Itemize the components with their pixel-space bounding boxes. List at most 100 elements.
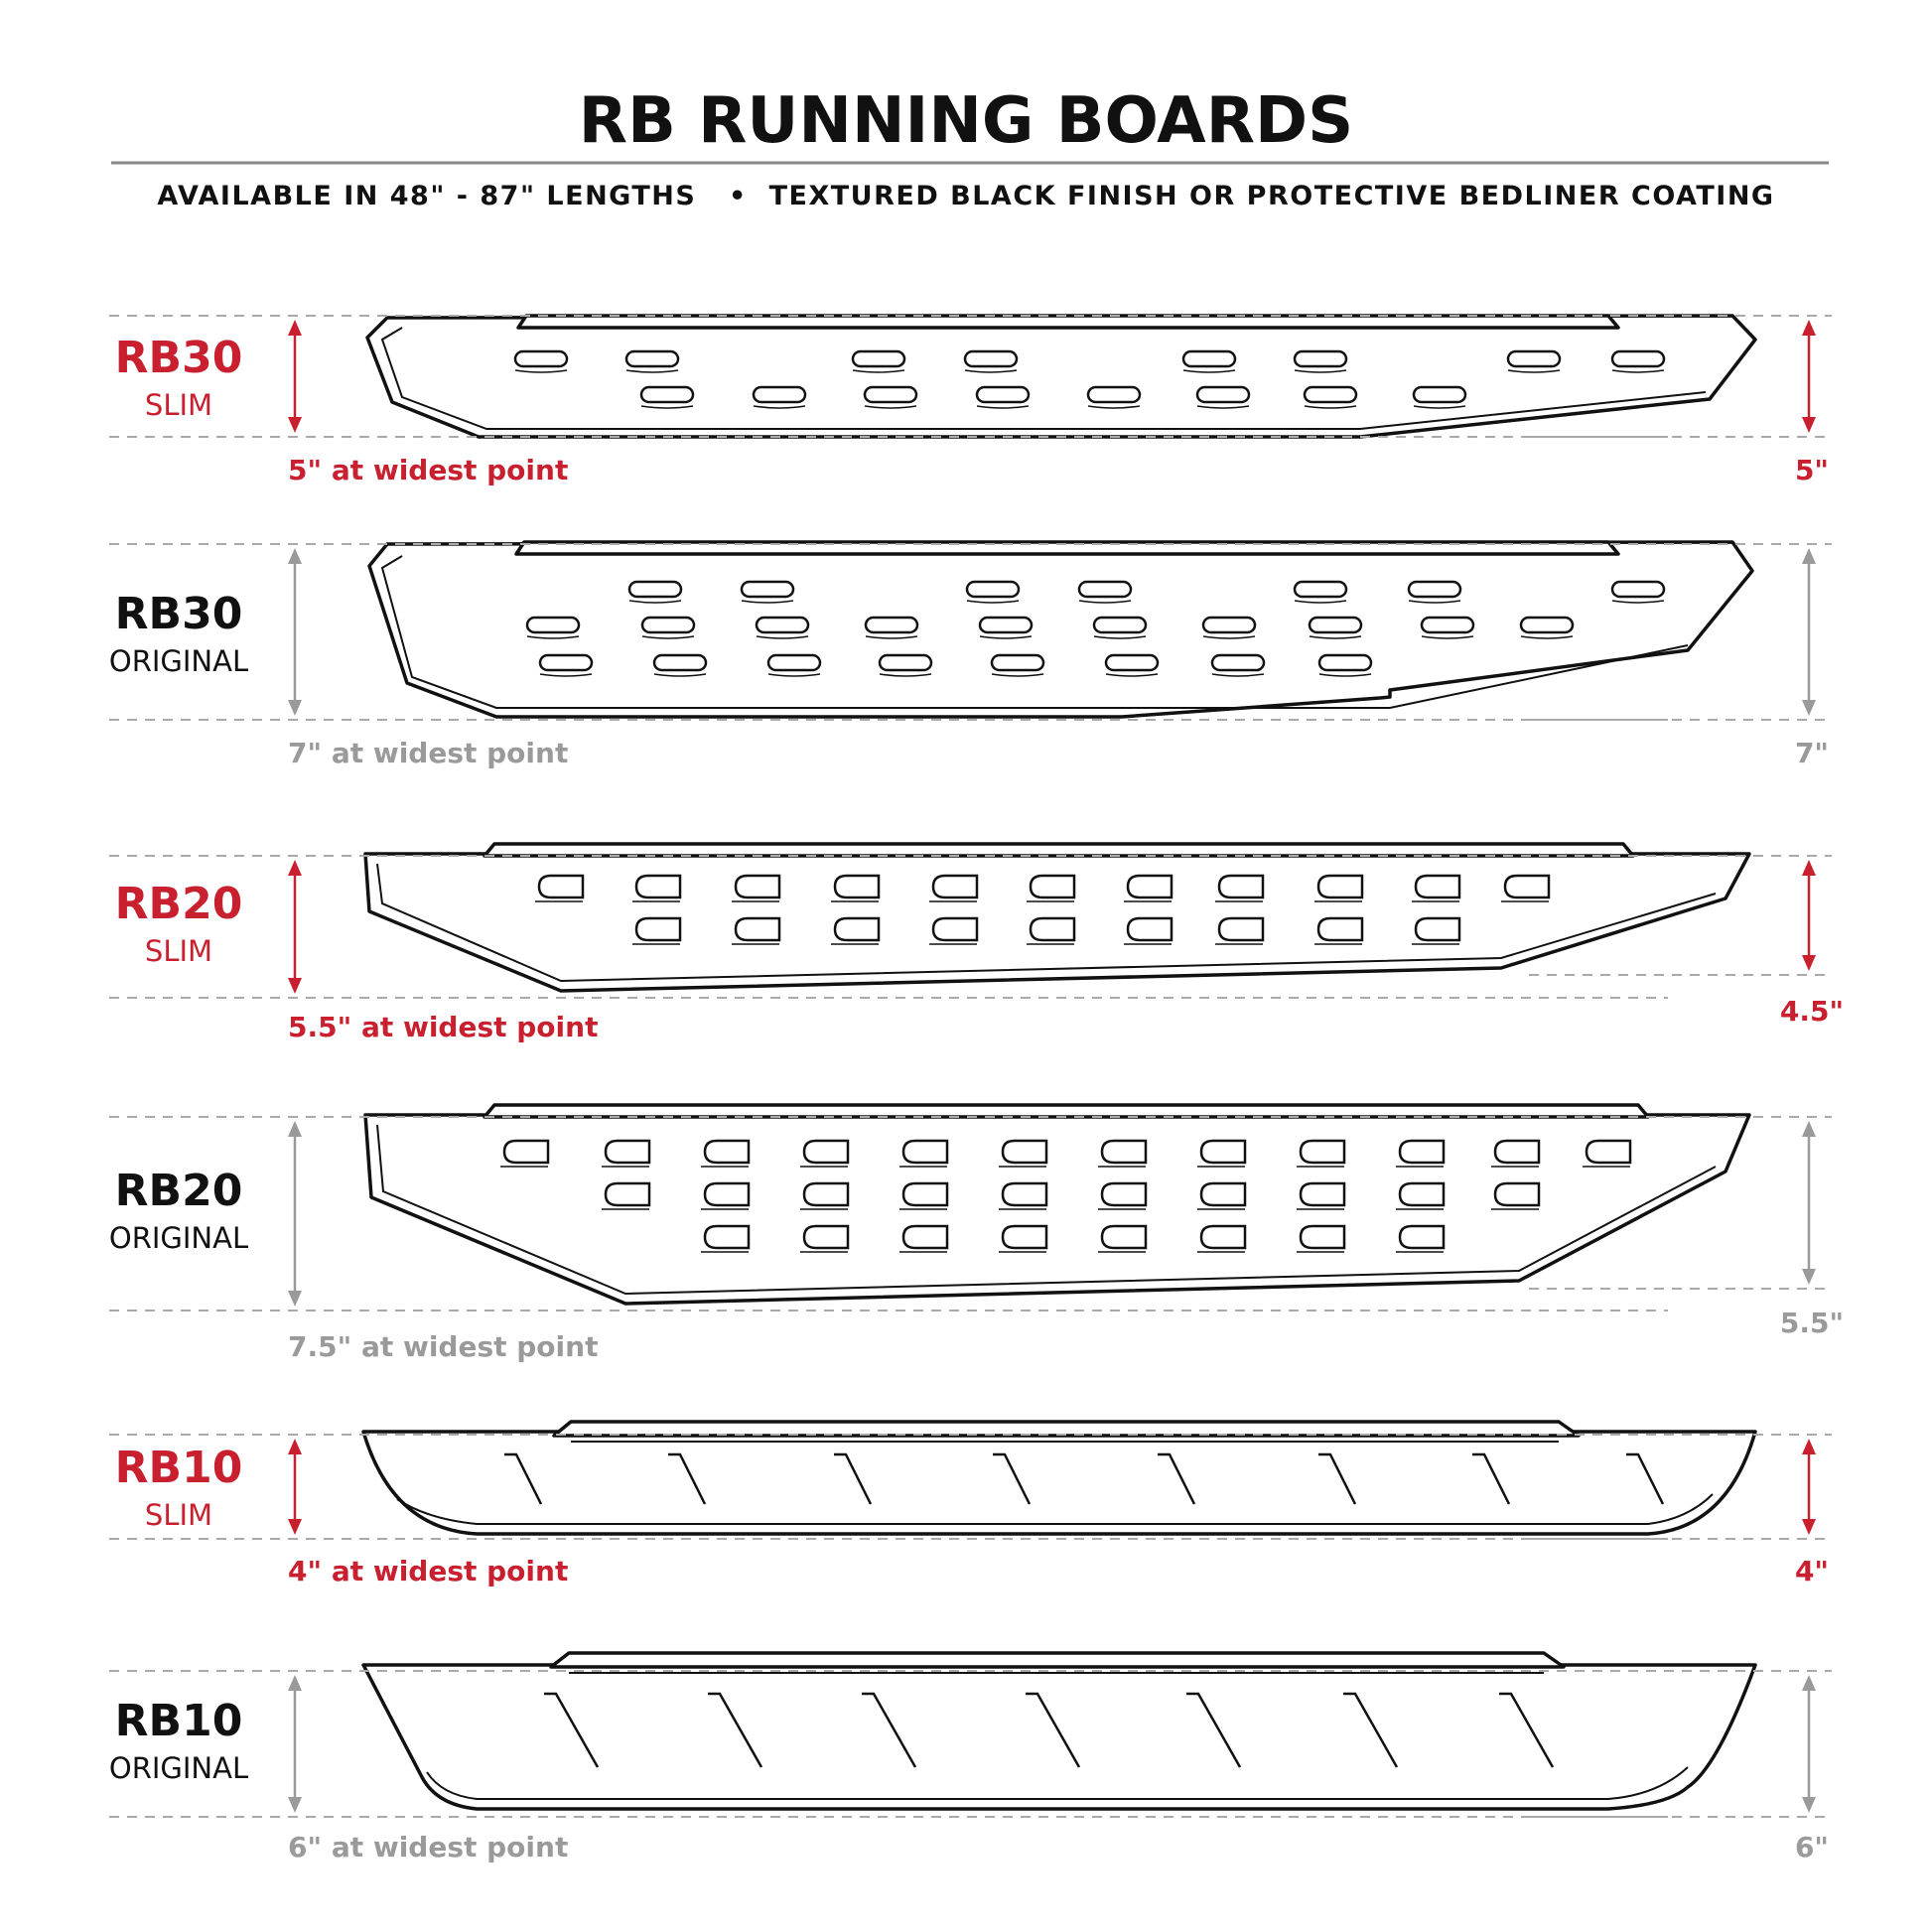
tread-slot: [975, 385, 1031, 404]
tread-slot: [1519, 616, 1575, 634]
tread-slot: [1414, 916, 1461, 942]
tread-slot: [901, 1139, 949, 1165]
tread-slot: [1100, 1139, 1148, 1165]
tread-slot: [1316, 916, 1364, 942]
tread-slot: [1210, 653, 1266, 672]
tread-slot: [990, 653, 1045, 672]
tread-slot: [703, 1139, 751, 1165]
tread-slot: [538, 653, 594, 672]
right-measure-label: 4.5": [1780, 995, 1844, 1028]
tread-slot: [1317, 653, 1373, 672]
tread-slot: [1414, 874, 1461, 899]
right-measure-label: 4": [1795, 1555, 1829, 1587]
tread-slot: [627, 580, 683, 599]
board-rb30-original-drawing: [367, 540, 1754, 719]
tread-slot: [1100, 1224, 1148, 1250]
tread-slot: [1092, 616, 1148, 634]
height-arrow-icon: [1802, 1439, 1816, 1535]
tread-slot: [1217, 874, 1265, 899]
tread-slot: [863, 385, 918, 404]
tread-slot: [1316, 874, 1364, 899]
board-rb10-original-drawing: [361, 1651, 1757, 1811]
tread-ridge: [862, 1692, 917, 1768]
board-variant: SLIM: [145, 1498, 212, 1532]
board-variant: SLIM: [145, 388, 212, 422]
tread-ridge: [1626, 1452, 1665, 1505]
tread-slot: [734, 874, 781, 899]
tread-slot: [1126, 874, 1173, 899]
page-title: RB RUNNING BOARDS: [579, 84, 1353, 158]
tread-slot: [1293, 580, 1348, 599]
tread-slot: [1303, 385, 1358, 404]
tread-slot: [1100, 1181, 1148, 1207]
tread-slot: [513, 349, 569, 368]
subtitle: AVAILABLE IN 48" - 87" LENGTHS • TEXTURE…: [157, 181, 1774, 211]
tread-slot: [1181, 349, 1237, 368]
tread-slot: [1001, 1181, 1048, 1207]
right-measure-label: 6": [1795, 1831, 1829, 1863]
width-label: 6" at widest point: [288, 1831, 568, 1863]
height-arrow-icon: [288, 320, 302, 433]
board-rb10-slim-drawing: [361, 1420, 1757, 1536]
tread-ridge: [504, 1452, 543, 1505]
tread-ridge: [1158, 1452, 1196, 1505]
height-arrow-icon: [1802, 320, 1816, 433]
board-row-rb30-slim: RB30 SLIM 5" at widest point 5": [109, 315, 1832, 486]
tread-ridge: [834, 1452, 873, 1505]
board-variant: ORIGINAL: [109, 644, 248, 678]
tread-slot: [1001, 1139, 1048, 1165]
height-arrow-icon: [1802, 1675, 1816, 1813]
width-label: 5" at widest point: [288, 454, 568, 486]
tread-slot: [931, 874, 979, 899]
tread-slot: [1398, 1139, 1446, 1165]
tread-slot: [1001, 1224, 1048, 1250]
tread-slot: [502, 1139, 550, 1165]
tread-ridge: [1472, 1452, 1511, 1505]
height-arrow-icon: [1802, 1121, 1816, 1285]
board-name: RB20: [115, 1166, 243, 1216]
width-label: 7" at widest point: [288, 737, 568, 769]
board-row-rb10-slim: RB10 SLIM 4" at widest point 4": [109, 1434, 1832, 1587]
board-name: RB10: [115, 1696, 243, 1746]
tread-slot: [1299, 1181, 1346, 1207]
tread-slot: [978, 616, 1034, 634]
right-measure-label: 5": [1795, 454, 1829, 486]
tread-slot: [851, 349, 906, 368]
tread-slot: [1493, 1181, 1541, 1207]
tread-slot: [1029, 916, 1076, 942]
tread-slot: [755, 616, 810, 634]
board-variant: SLIM: [145, 934, 212, 968]
tread-slot: [1299, 1224, 1346, 1250]
tread-slot: [1199, 1224, 1247, 1250]
tread-slot: [1506, 349, 1562, 368]
height-arrow-icon: [288, 1121, 302, 1307]
width-label: 4" at widest point: [288, 1555, 568, 1587]
height-arrow-icon: [288, 860, 302, 994]
board-rb20-original-drawing: [363, 1103, 1751, 1306]
tread-ridge: [1186, 1692, 1242, 1768]
tread-slot: [703, 1181, 751, 1207]
tread-slot: [1610, 580, 1666, 599]
right-measure-label: 5.5": [1780, 1307, 1844, 1339]
tread-slot: [1398, 1224, 1446, 1250]
tread-slot: [1293, 349, 1348, 368]
tread-ridge: [1499, 1692, 1555, 1768]
tread-slot: [624, 349, 680, 368]
tread-slot: [604, 1139, 651, 1165]
tread-slot: [1217, 916, 1265, 942]
height-arrow-icon: [1802, 548, 1816, 716]
tread-slot: [1201, 616, 1257, 634]
tread-slot: [1104, 653, 1160, 672]
tread-ridge: [1343, 1692, 1399, 1768]
tread-slot: [1029, 874, 1076, 899]
height-arrow-icon: [288, 1439, 302, 1535]
tread-slot: [1493, 1139, 1541, 1165]
tread-slot: [1086, 385, 1142, 404]
tread-slot: [833, 916, 881, 942]
tread-slot: [1420, 616, 1475, 634]
tread-slot: [634, 874, 682, 899]
tread-slot: [878, 653, 933, 672]
board-variant: ORIGINAL: [109, 1221, 248, 1255]
tread-slot: [703, 1224, 751, 1250]
